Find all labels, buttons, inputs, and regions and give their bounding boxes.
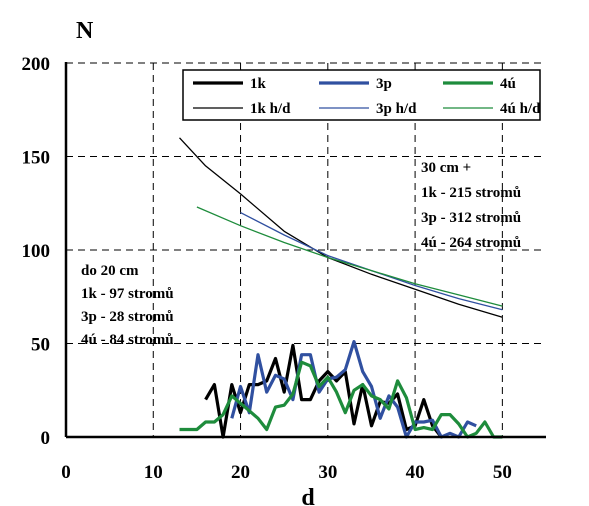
legend-label: 3p h/d	[376, 101, 417, 117]
x-axis-title: d	[301, 485, 315, 506]
annotation-line: do 20 cm	[81, 263, 139, 279]
series-layer	[179, 137, 503, 439]
x-tick-label: 0	[61, 462, 71, 483]
legend-label: 4ú	[500, 76, 516, 92]
legend-label: 1k h/d	[250, 101, 291, 117]
x-tick-label: 20	[231, 462, 250, 483]
annotation-line: 30 cm +	[421, 160, 471, 176]
x-tick-label: 30	[318, 462, 337, 483]
legend-label: 1k	[250, 76, 267, 92]
y-tick-label: 200	[22, 54, 51, 75]
annotation-line: 4ú - 264 stromů	[421, 235, 521, 251]
series-line-4-	[179, 360, 503, 439]
annotation-line: 3p - 28 stromů	[81, 309, 174, 325]
legend-box	[182, 69, 541, 121]
legend: 1k 3p 4ú 1k h/d 3p h/d 4ú h/d	[182, 69, 541, 121]
x-tick-label: 50	[493, 462, 512, 483]
annotation-line: 1k - 215 stromů	[421, 185, 521, 201]
x-tick-label: 40	[406, 462, 425, 483]
annotation-line: 3p - 312 stromů	[421, 210, 521, 226]
annotation-over-30cm: 30 cm + 1k - 215 stromů 3p - 312 stromů 4ú …	[421, 160, 521, 251]
annotation-line: 4ú - 84 stromů	[81, 332, 174, 348]
annotation-line: 1k - 97 stromů	[81, 286, 174, 302]
y-axis-title: N	[76, 18, 94, 44]
y-tick-label: 50	[31, 335, 50, 356]
legend-label: 4ú h/d	[500, 101, 541, 117]
y-tick-label: 100	[22, 241, 51, 262]
series-line-4-h-d	[196, 206, 503, 307]
y-tick-label: 150	[22, 148, 51, 169]
x-tick-label: 10	[144, 462, 163, 483]
axes	[64, 62, 546, 439]
tick-labels: 0 10 20 30 40 50 0 50 100 150 200	[22, 54, 512, 483]
annotation-under-20cm: do 20 cm 1k - 97 stromů 3p - 28 stromů 4ú -…	[81, 263, 174, 348]
y-tick-label: 0	[41, 428, 51, 449]
legend-label: 3p	[376, 76, 392, 92]
